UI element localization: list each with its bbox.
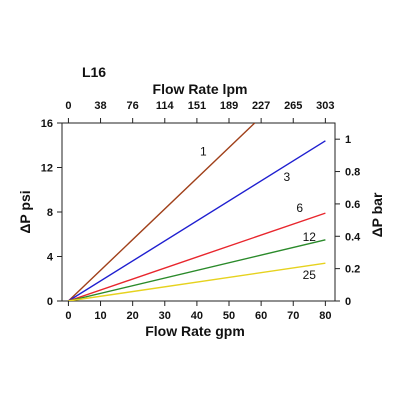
- y-axis-title: ΔP psi: [17, 190, 33, 233]
- top-x-tick-label: 0: [65, 100, 71, 112]
- x-tick-label: 50: [223, 310, 235, 322]
- y-tick-label: 8: [47, 207, 53, 219]
- series-line-3: [68, 140, 326, 301]
- right-y-tick-label: 0.8: [345, 167, 360, 179]
- series-label-25: 25: [303, 268, 317, 282]
- x-tick-label: 30: [159, 310, 171, 322]
- top-x-tick-label: 114: [156, 100, 175, 112]
- right-y-tick-label: 0: [345, 296, 351, 308]
- series-layer: 1 3 6 12 25: [67, 123, 326, 301]
- chart-title: L16: [82, 64, 106, 80]
- x-tick-label: 70: [287, 310, 299, 322]
- x-axis-title: Flow Rate gpm: [145, 323, 245, 339]
- top-x-tick-label: 189: [220, 100, 238, 112]
- top-x-tick-label: 303: [316, 100, 334, 112]
- top-x-tick-label: 38: [94, 100, 106, 112]
- y-tick-label: 4: [47, 252, 54, 264]
- series-line-1: [67, 123, 256, 301]
- x-tick-label: 40: [191, 310, 203, 322]
- top-x-tick-label: 227: [252, 100, 270, 112]
- series-line-6: [68, 212, 326, 301]
- plot-frame: [61, 122, 336, 302]
- x-tick-label: 10: [94, 310, 106, 322]
- right-y-tick-label: 0.6: [345, 199, 360, 211]
- top-x-tick-label: 265: [284, 100, 302, 112]
- right-y-tick-label: 0.4: [345, 231, 361, 243]
- x-tick-label: 60: [255, 310, 267, 322]
- tick-layer: 0 10 20 30 40 50 60 70 800 38 76 114 151 189 227 265 303…: [41, 100, 361, 322]
- x-tick-label: 80: [319, 310, 331, 322]
- top-x-tick-label: 151: [188, 100, 206, 112]
- series-line-25: [68, 262, 326, 301]
- right-y-tick-label: 0.2: [345, 264, 360, 276]
- y-tick-label: 12: [41, 163, 53, 175]
- series-label-1: 1: [200, 144, 207, 158]
- right-y-axis-title: ΔP bar: [369, 192, 385, 237]
- series-line-12: [68, 239, 326, 301]
- x-tick-label: 0: [65, 310, 71, 322]
- series-label-6: 6: [296, 201, 303, 215]
- plot-border: [61, 122, 336, 302]
- y-tick-label: 0: [47, 296, 53, 308]
- x-tick-label: 20: [127, 310, 139, 322]
- y-tick-label: 16: [41, 118, 53, 130]
- top-x-axis-title: Flow Rate lpm: [153, 81, 248, 97]
- series-label-3: 3: [283, 170, 290, 184]
- top-x-tick-label: 76: [127, 100, 139, 112]
- right-y-tick-label: 1: [345, 134, 351, 146]
- series-label-12: 12: [303, 230, 317, 244]
